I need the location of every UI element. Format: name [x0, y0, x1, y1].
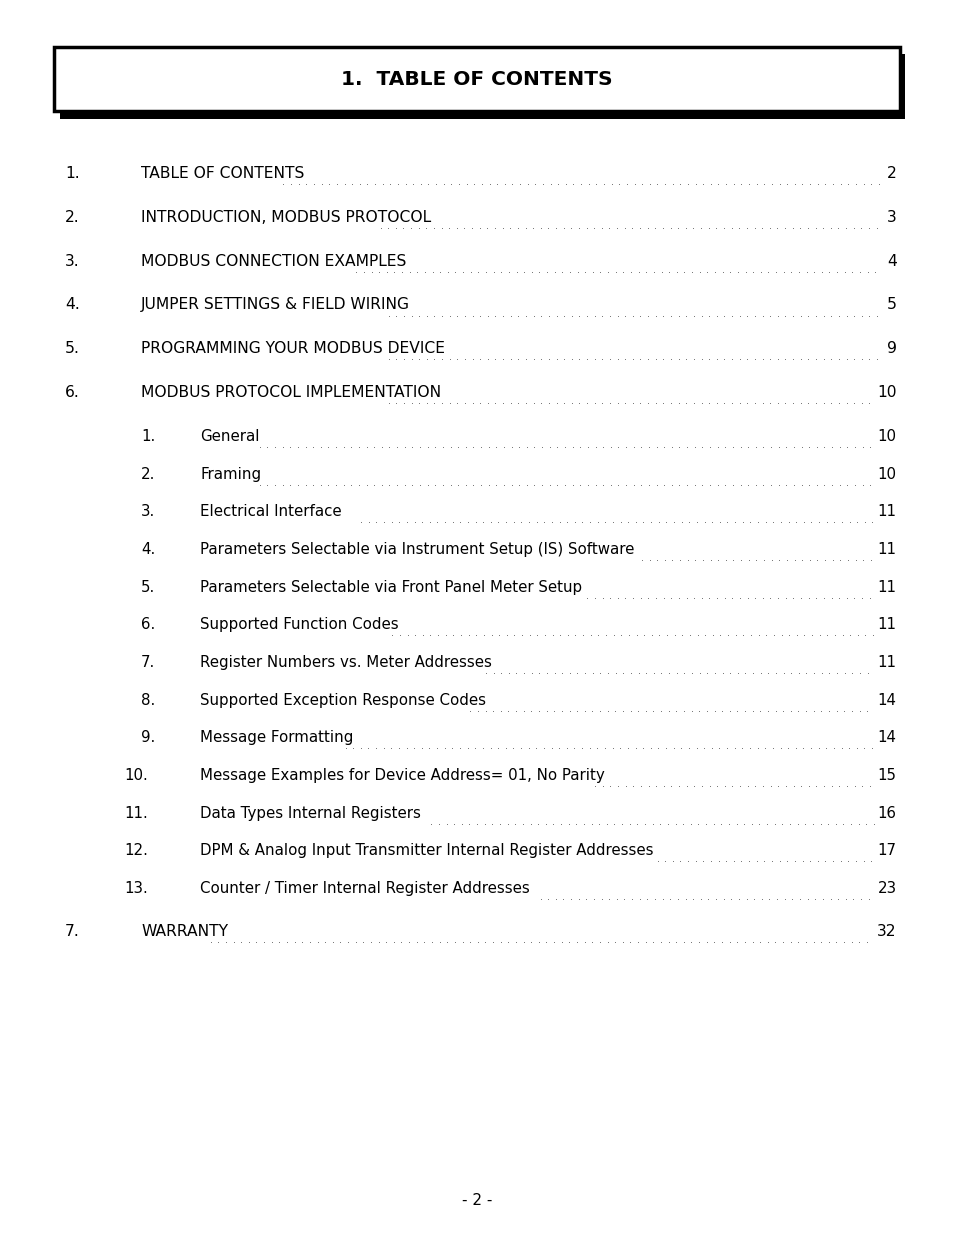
Text: 10.: 10. — [124, 768, 148, 783]
Text: 10: 10 — [877, 467, 896, 482]
Text: 3: 3 — [886, 210, 896, 225]
Text: 5: 5 — [886, 298, 896, 312]
Text: 4.: 4. — [65, 298, 79, 312]
Text: WARRANTY: WARRANTY — [141, 924, 228, 939]
Text: 6.: 6. — [141, 618, 155, 632]
Text: 4: 4 — [886, 253, 896, 268]
Text: JUMPER SETTINGS & FIELD WIRING: JUMPER SETTINGS & FIELD WIRING — [141, 298, 410, 312]
Text: Message Examples for Device Address= 01, No Parity: Message Examples for Device Address= 01,… — [200, 768, 604, 783]
Text: 10: 10 — [877, 429, 896, 443]
Text: Parameters Selectable via Front Panel Meter Setup: Parameters Selectable via Front Panel Me… — [200, 579, 582, 594]
Text: 2.: 2. — [65, 210, 79, 225]
Text: - 2 -: - 2 - — [461, 1193, 492, 1208]
Text: 16: 16 — [877, 805, 896, 820]
Text: 2: 2 — [886, 165, 896, 180]
Text: Supported Exception Response Codes: Supported Exception Response Codes — [200, 693, 486, 708]
Text: MODBUS PROTOCOL IMPLEMENTATION: MODBUS PROTOCOL IMPLEMENTATION — [141, 385, 441, 400]
Text: 7.: 7. — [65, 924, 79, 939]
Bar — [60, 54, 904, 119]
Text: 6.: 6. — [65, 385, 79, 400]
Text: 11: 11 — [877, 655, 896, 669]
Text: 10: 10 — [877, 385, 896, 400]
Text: MODBUS CONNECTION EXAMPLES: MODBUS CONNECTION EXAMPLES — [141, 253, 406, 268]
Text: 9: 9 — [886, 341, 896, 356]
Text: 23: 23 — [877, 881, 896, 895]
Text: 5.: 5. — [65, 341, 80, 356]
Text: 12.: 12. — [124, 844, 148, 858]
Text: 1.  TABLE OF CONTENTS: 1. TABLE OF CONTENTS — [341, 69, 612, 89]
Text: Framing: Framing — [200, 467, 261, 482]
Text: Message Formatting: Message Formatting — [200, 730, 354, 745]
Text: Register Numbers vs. Meter Addresses: Register Numbers vs. Meter Addresses — [200, 655, 492, 669]
Text: Data Types Internal Registers: Data Types Internal Registers — [200, 805, 421, 820]
Text: 3.: 3. — [141, 504, 155, 519]
Text: 2.: 2. — [141, 467, 155, 482]
Text: 11.: 11. — [124, 805, 148, 820]
Text: 7.: 7. — [141, 655, 155, 669]
Text: 1.: 1. — [65, 165, 79, 180]
Text: Supported Function Codes: Supported Function Codes — [200, 618, 398, 632]
Text: DPM & Analog Input Transmitter Internal Register Addresses: DPM & Analog Input Transmitter Internal … — [200, 844, 653, 858]
Text: 11: 11 — [877, 504, 896, 519]
Text: 5.: 5. — [141, 579, 155, 594]
Text: 11: 11 — [877, 542, 896, 557]
Text: Parameters Selectable via Instrument Setup (IS) Software: Parameters Selectable via Instrument Set… — [200, 542, 634, 557]
Text: General: General — [200, 429, 259, 443]
Text: 32: 32 — [877, 924, 896, 939]
Text: Counter / Timer Internal Register Addresses: Counter / Timer Internal Register Addres… — [200, 881, 530, 895]
Text: 14: 14 — [877, 730, 896, 745]
Text: 14: 14 — [877, 693, 896, 708]
Text: 3.: 3. — [65, 253, 79, 268]
Text: Electrical Interface: Electrical Interface — [200, 504, 341, 519]
Text: 13.: 13. — [124, 881, 148, 895]
Text: 9.: 9. — [141, 730, 155, 745]
Text: 15: 15 — [877, 768, 896, 783]
Text: INTRODUCTION, MODBUS PROTOCOL: INTRODUCTION, MODBUS PROTOCOL — [141, 210, 431, 225]
Bar — [54, 47, 899, 111]
Text: 17: 17 — [877, 844, 896, 858]
Text: 11: 11 — [877, 618, 896, 632]
Text: 8.: 8. — [141, 693, 155, 708]
Text: PROGRAMMING YOUR MODBUS DEVICE: PROGRAMMING YOUR MODBUS DEVICE — [141, 341, 445, 356]
Text: 4.: 4. — [141, 542, 155, 557]
Text: 1.: 1. — [141, 429, 155, 443]
Text: TABLE OF CONTENTS: TABLE OF CONTENTS — [141, 165, 304, 180]
Text: 11: 11 — [877, 579, 896, 594]
